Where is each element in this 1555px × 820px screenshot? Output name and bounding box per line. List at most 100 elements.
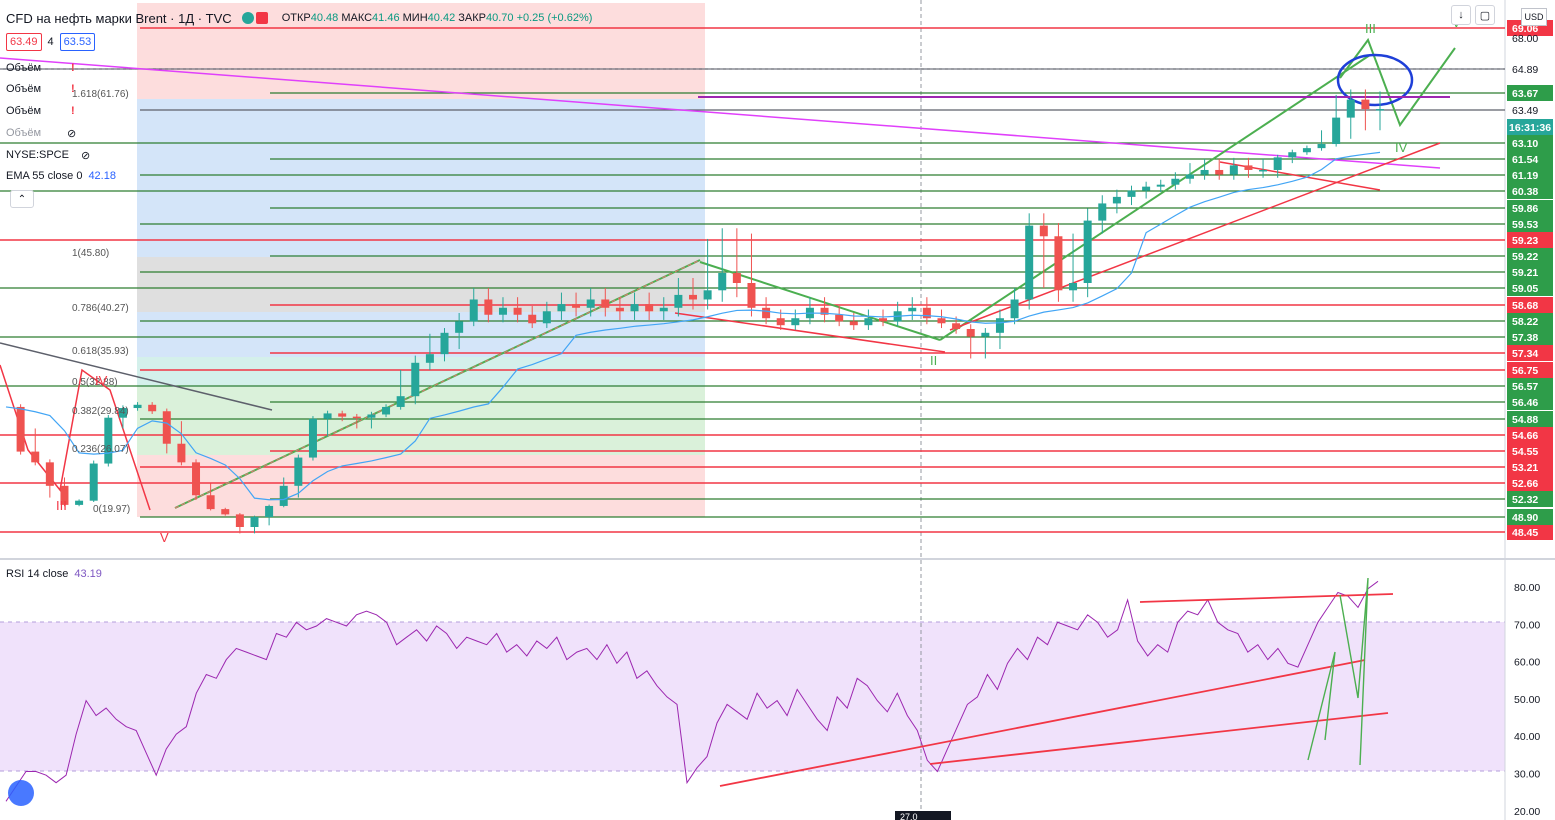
price-marker <box>1507 475 1553 491</box>
ema-line <box>5 151 1381 501</box>
volume-label: Объём <box>6 83 42 95</box>
symbol-legend[interactable]: CFD на нефть марки Brent · 1Д · TVC ОТКР… <box>6 9 592 27</box>
fib-label: 0.236(26.07) <box>72 444 129 455</box>
candle-body <box>820 307 829 315</box>
candle-body <box>1010 299 1019 319</box>
volume-row-2[interactable]: Объём! <box>6 80 75 98</box>
candle-body <box>601 299 610 308</box>
ema-row[interactable]: EMA 55 close 0 42.18 <box>6 167 116 185</box>
candle-body <box>235 514 244 527</box>
price-marker-label: 63.10 <box>1512 138 1538 150</box>
countdown-label: 16:31:36 <box>1509 122 1551 134</box>
rsi-tick-label: 20.00 <box>1514 806 1540 818</box>
price-marker <box>1507 345 1553 361</box>
tradingview-logo <box>8 780 34 806</box>
candle-body <box>835 314 844 322</box>
eye-hidden-icon[interactable]: ⊘ <box>67 127 77 140</box>
fib-label: 0.382(29.84) <box>72 406 129 417</box>
candle-body <box>352 416 361 419</box>
price-marker-label: 54.66 <box>1512 430 1538 442</box>
candle-body <box>1332 117 1341 145</box>
volume-row-3[interactable]: Объём! <box>6 102 75 120</box>
warning-icon[interactable]: ! <box>71 105 75 117</box>
candle-body <box>338 413 347 417</box>
rsi-label: RSI 14 close <box>6 568 69 580</box>
candle-body <box>586 299 595 308</box>
candle-body <box>922 307 931 319</box>
currency-label[interactable]: USD <box>1521 8 1547 26</box>
candle-body <box>528 314 537 324</box>
price-marker-label: 59.86 <box>1512 203 1538 215</box>
candle-body <box>995 318 1004 333</box>
eye-hidden-icon[interactable]: ⊘ <box>80 149 91 162</box>
warning-icon[interactable]: ! <box>71 62 75 74</box>
candle-body <box>1244 165 1253 170</box>
candle-body <box>1039 225 1048 237</box>
nyse-row[interactable]: NYSE:SPCE ⊘ <box>6 146 90 164</box>
candle-body <box>908 307 917 312</box>
wave-label: IV <box>1395 140 1408 155</box>
candle-body <box>265 505 274 517</box>
candle-body <box>966 329 975 337</box>
candle-body <box>498 307 507 315</box>
fib-zone-green <box>137 387 705 455</box>
candle-body <box>221 509 230 515</box>
candle-body <box>250 517 259 527</box>
volume-row-1[interactable]: Объём! <box>6 59 75 77</box>
price-marker-label: 58.68 <box>1512 300 1538 312</box>
rsi-green-sketch-2 <box>1339 577 1369 766</box>
pane-controls: ↓ ▢ <box>1451 5 1495 25</box>
price-marker-label: 59.23 <box>1512 235 1538 247</box>
candle-body <box>718 273 727 291</box>
collapse-legend-button[interactable]: ⌃ <box>10 190 34 208</box>
rsi-legend[interactable]: RSI 14 close 43.19 <box>6 565 102 583</box>
candle-body <box>382 406 391 415</box>
volume-row-4[interactable]: Объём ⊘ <box>6 124 76 142</box>
candle-body <box>776 318 785 326</box>
price-marker-label: 60.38 <box>1512 186 1538 198</box>
low-label: МИН <box>402 12 428 24</box>
candle-body <box>674 294 683 308</box>
candle-body <box>455 321 464 333</box>
price-marker <box>1507 509 1553 525</box>
price-marker <box>1507 427 1553 443</box>
fib-label: 0.618(35.93) <box>72 346 129 357</box>
candle-body <box>879 318 888 322</box>
price-marker <box>1507 459 1553 475</box>
candle-body <box>294 457 303 486</box>
candle-body <box>1156 184 1165 187</box>
candle-body <box>367 414 376 418</box>
candle-body <box>645 304 654 312</box>
ask-price[interactable]: 63.53 <box>59 33 96 51</box>
price-marker <box>1507 313 1553 329</box>
wave-label: III <box>56 498 67 513</box>
price-marker-label: 56.57 <box>1512 381 1538 393</box>
symbol-title[interactable]: CFD на нефть марки Brent · 1Д · TVC <box>6 10 232 26</box>
compare-icon[interactable] <box>241 12 268 24</box>
price-marker-label: 53.21 <box>1512 462 1538 474</box>
rsi-axis: 80.00 70.00 60.00 50.00 40.00 30.00 20.00 27.0 <box>895 582 1540 820</box>
candle-body <box>1054 236 1063 291</box>
fib-zone-blue <box>137 99 705 257</box>
rsi-tick-label: 30.00 <box>1514 769 1540 781</box>
candle-body <box>1200 169 1209 175</box>
price-marker <box>1507 280 1553 296</box>
price-marker <box>1507 264 1553 280</box>
low-value: 40.42 <box>427 12 456 24</box>
spread-value: 4 <box>47 36 54 48</box>
bid-price[interactable]: 63.49 <box>6 33 42 51</box>
warning-icon[interactable]: ! <box>71 83 75 95</box>
arrow-down-icon[interactable]: ↓ <box>1451 5 1471 25</box>
fib-labels: 1.618(61.76) 1(45.80) 0.786(40.27) 0.618(35… <box>72 89 130 515</box>
candle-body <box>1259 169 1268 172</box>
candle-body <box>425 354 434 363</box>
change-value: +0.25 (+0.62%) <box>516 12 593 24</box>
candle-body <box>513 307 522 315</box>
wave-label: IV <box>95 373 108 388</box>
maximize-icon[interactable]: ▢ <box>1475 5 1495 25</box>
nyse-label: NYSE:SPCE <box>6 149 69 161</box>
wave-label: II <box>930 353 937 368</box>
horizontal-levels <box>0 27 1505 533</box>
price-marker-label: 48.90 <box>1512 512 1538 524</box>
